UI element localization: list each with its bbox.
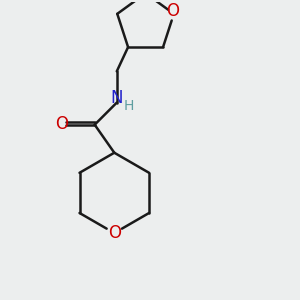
Text: O: O bbox=[166, 2, 179, 20]
Text: O: O bbox=[108, 224, 121, 242]
Text: O: O bbox=[55, 116, 68, 134]
Text: N: N bbox=[110, 89, 123, 107]
Text: H: H bbox=[124, 99, 134, 113]
